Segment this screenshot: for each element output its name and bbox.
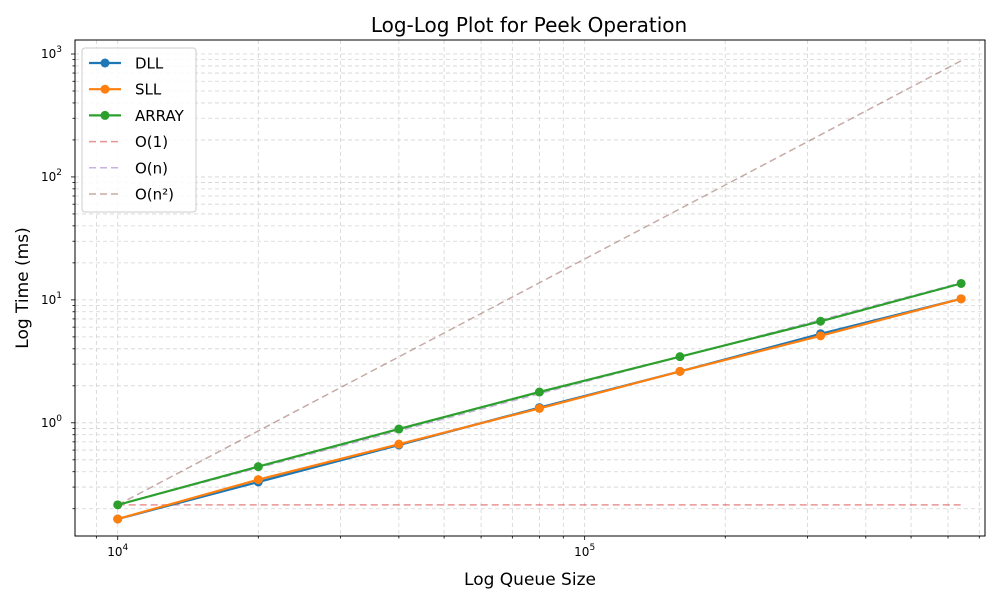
legend-label: O(1)	[135, 133, 168, 151]
series-layer	[113, 60, 966, 524]
chart-title: Log-Log Plot for Peek Operation	[371, 13, 687, 37]
legend-marker	[100, 84, 110, 94]
data-point-sll	[816, 331, 826, 341]
data-point-sll	[534, 403, 544, 413]
data-point-sll	[394, 439, 404, 449]
plot-frame	[74, 39, 986, 537]
data-point-array	[675, 352, 685, 362]
y-tick-label: 101	[41, 291, 62, 307]
x-tick-label: 105	[574, 543, 595, 559]
legend-label: O(n²)	[135, 186, 174, 204]
data-point-array	[534, 387, 544, 397]
y-axis-label: Log Time (ms)	[13, 227, 33, 348]
legend-marker	[100, 110, 110, 120]
legend-label: ARRAY	[135, 107, 185, 125]
data-point-array	[816, 316, 826, 326]
legend-label: DLL	[135, 55, 164, 73]
data-point-sll	[956, 294, 966, 304]
data-point-sll	[253, 475, 263, 485]
y-tick-label: 100	[41, 414, 62, 430]
data-point-sll	[113, 514, 123, 524]
legend-label: O(n)	[135, 159, 168, 177]
legend-marker	[100, 58, 110, 68]
x-axis-label: Log Queue Size	[464, 570, 596, 590]
data-point-array	[956, 278, 966, 288]
data-point-array	[394, 424, 404, 434]
data-point-sll	[675, 366, 685, 376]
grid-lines	[75, 40, 985, 536]
data-point-array	[113, 500, 123, 510]
series-line-o-n	[117, 60, 962, 506]
y-tick-label: 102	[41, 168, 62, 184]
x-tick-label: 104	[107, 543, 128, 559]
axis-ticks: 104 105 100 101 102 103	[41, 45, 980, 559]
data-point-array	[253, 462, 263, 472]
legend-label: SLL	[135, 81, 162, 99]
legend: DLL SLL ARRAY O(1) O(n) O(n²)	[81, 47, 197, 213]
y-tick-label: 103	[41, 45, 62, 61]
